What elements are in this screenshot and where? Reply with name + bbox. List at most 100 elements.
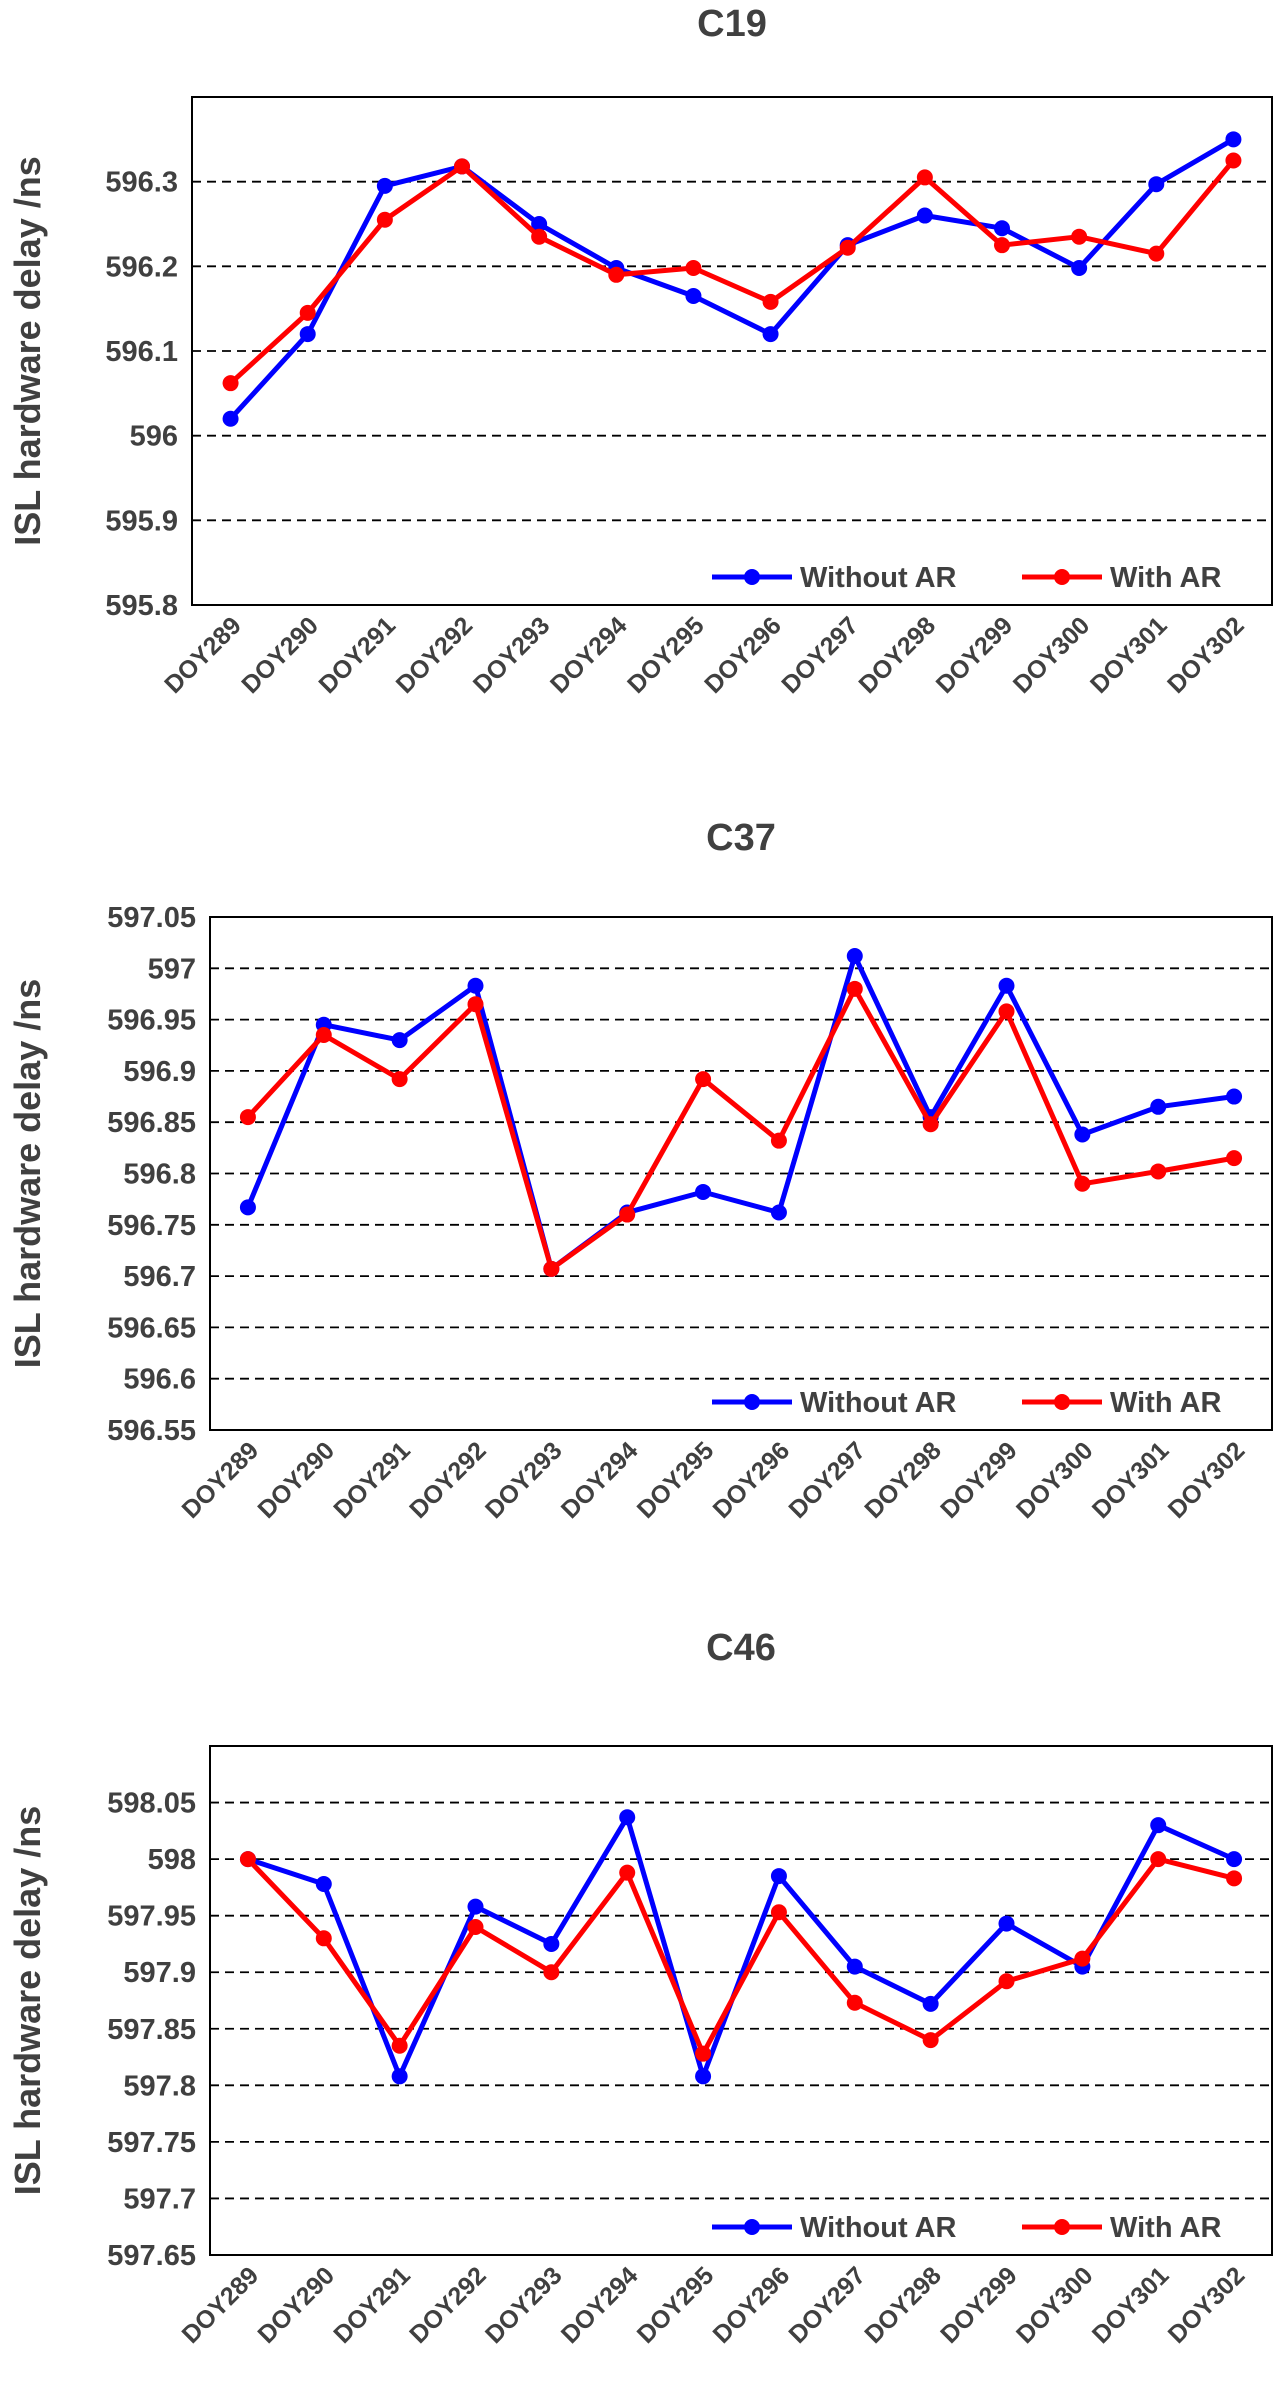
x-tick-label: DOY296 xyxy=(708,1436,796,1524)
data-point-with-ar xyxy=(543,1964,560,1981)
data-point-without-ar xyxy=(916,207,933,224)
data-point-with-ar xyxy=(1150,1163,1167,1180)
data-point-without-ar xyxy=(619,1809,636,1826)
data-point-with-ar xyxy=(846,1994,863,2011)
x-tick-label: DOY292 xyxy=(404,1436,492,1524)
data-point-without-ar xyxy=(1226,1088,1243,1105)
data-point-without-ar xyxy=(1225,131,1242,148)
x-tick-label: DOY297 xyxy=(783,1436,871,1524)
data-point-without-ar xyxy=(1148,176,1165,193)
series-line-with-ar xyxy=(246,986,1235,1272)
x-tick-label: DOY295 xyxy=(632,1436,720,1524)
y-tick-label: 596.75 xyxy=(107,1210,196,1242)
series-line-without-ar xyxy=(228,137,1235,421)
data-point-with-ar xyxy=(922,1116,939,1133)
x-tick-label: DOY296 xyxy=(699,611,787,699)
chart-c37: 596.55 596.6 596.65 596.7 596.75 596.8 596.85 5… xyxy=(7,817,1273,1524)
x-tick-label: DOY299 xyxy=(931,611,1019,699)
legend-marker-with-ar xyxy=(1054,2219,1070,2235)
series-line-with-ar xyxy=(228,158,1236,386)
x-tick-label: DOY300 xyxy=(1011,1436,1099,1524)
data-point-without-ar xyxy=(531,216,548,232)
x-tick-label: DOY301 xyxy=(1085,611,1173,699)
x-tick-label: DOY298 xyxy=(859,2261,947,2349)
data-point-without-ar xyxy=(922,1995,939,2012)
data-point-with-ar xyxy=(922,2032,939,2049)
data-point-with-ar xyxy=(531,228,548,245)
x-tick-label: DOY292 xyxy=(391,611,479,699)
series-line-with-ar xyxy=(246,1856,1235,2057)
data-point-with-ar xyxy=(1150,1851,1167,1868)
y-tick-label: 597 xyxy=(148,953,196,985)
data-point-with-ar xyxy=(1225,152,1242,169)
data-point-with-ar xyxy=(222,375,239,392)
data-point-with-ar xyxy=(1148,245,1165,262)
data-point-without-ar xyxy=(846,1958,863,1975)
x-tick-label: DOY290 xyxy=(252,2261,340,2349)
x-tick-label: DOY293 xyxy=(480,1436,568,1524)
data-point-without-ar xyxy=(315,1875,332,1892)
x-tick-label: DOY300 xyxy=(1011,2261,1099,2349)
data-point-without-ar xyxy=(1226,1851,1243,1868)
chart-title: C19 xyxy=(697,3,767,45)
y-tick-label: 598 xyxy=(148,1844,196,1876)
data-point-without-ar xyxy=(376,177,393,194)
y-tick-label: 596 xyxy=(130,421,178,453)
x-tick-label: DOY298 xyxy=(859,1436,947,1524)
chart-panel-c46: 597.65 597.7 597.75 597.8 597.85 597.9 597.95 5… xyxy=(0,1610,1280,2404)
data-point-without-ar xyxy=(994,220,1010,237)
y-tick-label: 596.1 xyxy=(105,336,178,368)
x-tick-label: DOY298 xyxy=(853,611,941,699)
y-tick-label: 596.6 xyxy=(123,1364,196,1396)
x-tick-label: DOY302 xyxy=(1162,611,1250,699)
y-tick-label: 596.9 xyxy=(123,1056,196,1088)
x-tick-label: DOY295 xyxy=(622,611,710,699)
data-point-with-ar xyxy=(695,2045,712,2062)
x-tick-label: DOY291 xyxy=(328,2261,416,2349)
y-tick-label: 596.8 xyxy=(123,1159,196,1191)
data-point-with-ar xyxy=(998,1973,1015,1990)
data-point-with-ar xyxy=(916,169,933,186)
x-tick-label: DOY302 xyxy=(1163,2261,1251,2349)
y-tick-label: 597.95 xyxy=(107,1901,196,1933)
data-point-without-ar xyxy=(543,1935,560,1952)
y-tick-label: 596.3 xyxy=(105,167,178,199)
x-tick-label: DOY289 xyxy=(177,2261,265,2349)
y-tick-label: 597.85 xyxy=(107,2014,196,2046)
chart-c19: 595.8 595.9 596 596.1 596.2 596.3 DOY289DOY290… xyxy=(7,3,1273,699)
data-point-with-ar xyxy=(299,304,316,321)
y-tick-label: 596.2 xyxy=(105,251,178,283)
data-point-without-ar xyxy=(695,2068,712,2085)
x-tick-label: DOY291 xyxy=(313,611,401,699)
data-point-with-ar xyxy=(543,1260,560,1277)
data-point-with-ar xyxy=(1226,1150,1243,1167)
data-point-without-ar xyxy=(846,947,863,964)
data-point-without-ar xyxy=(1071,260,1088,277)
data-point-without-ar xyxy=(770,1868,787,1885)
data-point-with-ar xyxy=(994,237,1010,254)
x-tick-label: DOY299 xyxy=(935,2261,1023,2349)
data-point-with-ar xyxy=(695,1071,712,1088)
chart-title: C37 xyxy=(706,817,776,859)
legend-label-without-ar: Without AR xyxy=(800,2212,957,2244)
y-tick-label: 597.65 xyxy=(107,2240,196,2272)
x-tick-label: DOY294 xyxy=(556,2261,644,2349)
chart-panel-c37: 596.55 596.6 596.65 596.7 596.75 596.8 596.85 5… xyxy=(0,800,1280,1600)
data-point-with-ar xyxy=(998,1003,1015,1020)
data-point-without-ar xyxy=(467,977,484,994)
data-point-with-ar xyxy=(1074,1175,1091,1192)
x-tick-label: DOY296 xyxy=(708,2261,796,2349)
data-point-without-ar xyxy=(1074,1126,1091,1143)
legend-marker-without-ar xyxy=(744,2219,760,2235)
data-point-with-ar xyxy=(239,1109,256,1126)
legend-label-with-ar: With AR xyxy=(1110,2212,1221,2244)
y-tick-label: 595.9 xyxy=(105,505,178,537)
legend-marker-with-ar xyxy=(1054,569,1070,585)
y-tick-label: 595.8 xyxy=(105,590,178,622)
legend-label-with-ar: With AR xyxy=(1110,562,1221,594)
data-point-with-ar xyxy=(467,996,484,1013)
y-axis-label: ISL hardware delay /ns xyxy=(7,1806,48,2196)
data-point-with-ar xyxy=(1226,1870,1243,1887)
legend-label-with-ar: With AR xyxy=(1110,1387,1221,1419)
data-point-with-ar xyxy=(770,1132,787,1149)
